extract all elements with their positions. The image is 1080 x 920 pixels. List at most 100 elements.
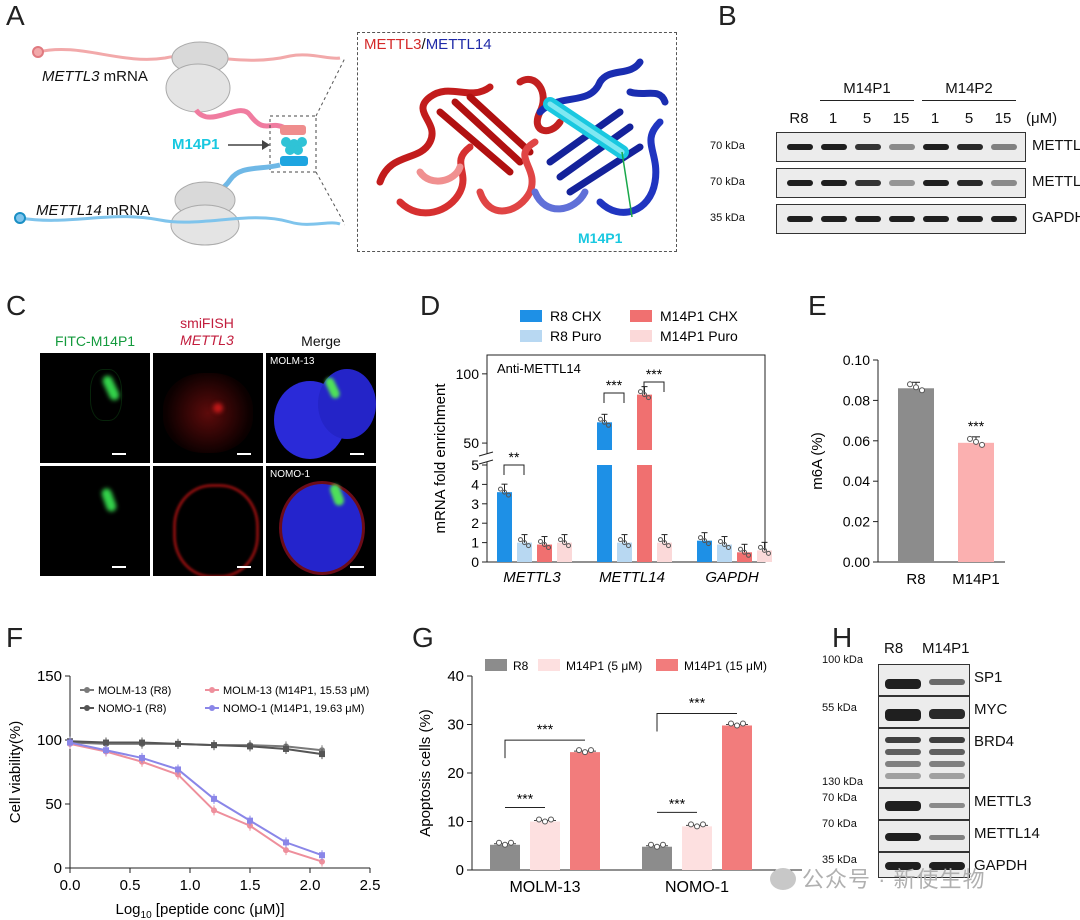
band [991,180,1017,186]
y-tick-label: 0 [471,554,479,570]
data-point [103,739,109,746]
chart-e: 0.00 0.02 0.04 0.06 0.08 0.10 m6A (%) R8 M14P1 **… [809,352,1005,588]
band [885,862,921,870]
band [957,180,983,186]
bar [682,826,712,870]
sig-bracket [643,381,665,392]
data-point [618,537,623,543]
data-point [762,547,767,553]
bar [898,388,934,562]
data-point [139,754,145,761]
bar [497,492,512,562]
legend-label: M14P1 CHX [660,308,738,324]
col-merge-label: Merge [301,333,341,349]
data-point [558,537,563,543]
micrograph-smifish-molm13 [153,353,263,463]
structure-title: METTL3/METTL14 [364,36,492,53]
y-tick-label: 50 [463,435,479,451]
band [929,862,965,870]
y-axis-label: m6A (%) [809,432,826,490]
y-tick-label: 100 [456,366,480,382]
data-point [722,542,727,548]
bar [642,846,672,870]
data-point [602,419,607,425]
sig-label: *** [517,791,534,807]
sig-bracket [656,712,737,732]
data-point [588,747,594,754]
data-point [502,841,508,848]
data-point [726,545,731,551]
data-point [502,489,507,495]
series-line [69,741,323,857]
bar [637,394,652,450]
y-tick-label: 150 [37,668,62,685]
band [923,144,949,150]
legend-label: R8 CHX [550,308,602,324]
data-point [211,795,217,802]
plot-frame [486,354,766,563]
band [885,761,921,767]
chart-d: R8 CHX R8 Puro M14P1 CHX M14P1 Puro Anti-MET… [432,308,772,586]
y-tick-label: 5 [471,457,479,473]
y-tick-label: 50 [45,796,62,813]
y-tick-label: 0.06 [843,433,870,449]
band [923,180,949,186]
bar [557,542,572,562]
band [821,216,847,222]
kda-label: 70 kDa [710,176,745,188]
y-axis-label: mRNA fold enrichment [432,383,449,534]
y-tick-label: 40 [447,668,464,685]
legend-label: R8 [513,659,529,673]
bar [637,465,652,562]
data-point [622,540,627,546]
sig-label: *** [689,694,706,710]
blot-name: GAPDH [1032,209,1080,226]
data-point [283,839,289,846]
bar [737,552,752,562]
data-point [606,422,611,428]
group-label: M14P2 [945,80,993,97]
micrograph-merge-molm13: MOLM-13 [266,353,376,463]
x-tick-label: 2.0 [300,877,321,894]
band [929,761,965,767]
band [923,216,949,222]
legend-label: M14P1 (5 μM) [566,659,642,673]
data-point [694,823,700,830]
data-point [526,543,531,549]
bar [722,725,752,870]
sig-bracket [603,392,625,403]
x-tick-label: 1.0 [180,877,201,894]
band [885,773,921,779]
legend-swatch [538,659,560,671]
band [885,679,921,689]
data-point [319,852,325,859]
band [855,216,881,222]
m14p1-label: M14P1 [172,136,220,153]
data-point [536,816,542,823]
micrograph-fitc-nomo1 [40,466,150,576]
band [889,180,915,186]
data-point [698,535,703,541]
data-point [546,545,551,551]
data-point [740,720,746,727]
data-point [648,841,654,848]
legend-label: M14P1 (15 μM) [684,659,767,673]
x-tick-label: M14P1 [952,571,1000,588]
band [787,144,813,150]
data-point [626,543,631,549]
y-tick-label: 0 [54,860,62,877]
data-point [562,540,567,546]
y-tick-label: 0.10 [843,352,870,368]
bar [617,542,632,562]
y-tick-label: 0.08 [843,392,870,408]
panel-label-h: H [832,622,853,653]
panel-label-c: C [6,290,27,321]
data-point [582,749,588,756]
x-tick-label: 0.5 [120,877,141,894]
ribosome-schematic [14,41,345,246]
cell-line-label: MOLM-13 [270,356,315,367]
bar [490,844,520,870]
data-point [967,435,973,442]
y-tick-label: 1 [471,535,479,551]
